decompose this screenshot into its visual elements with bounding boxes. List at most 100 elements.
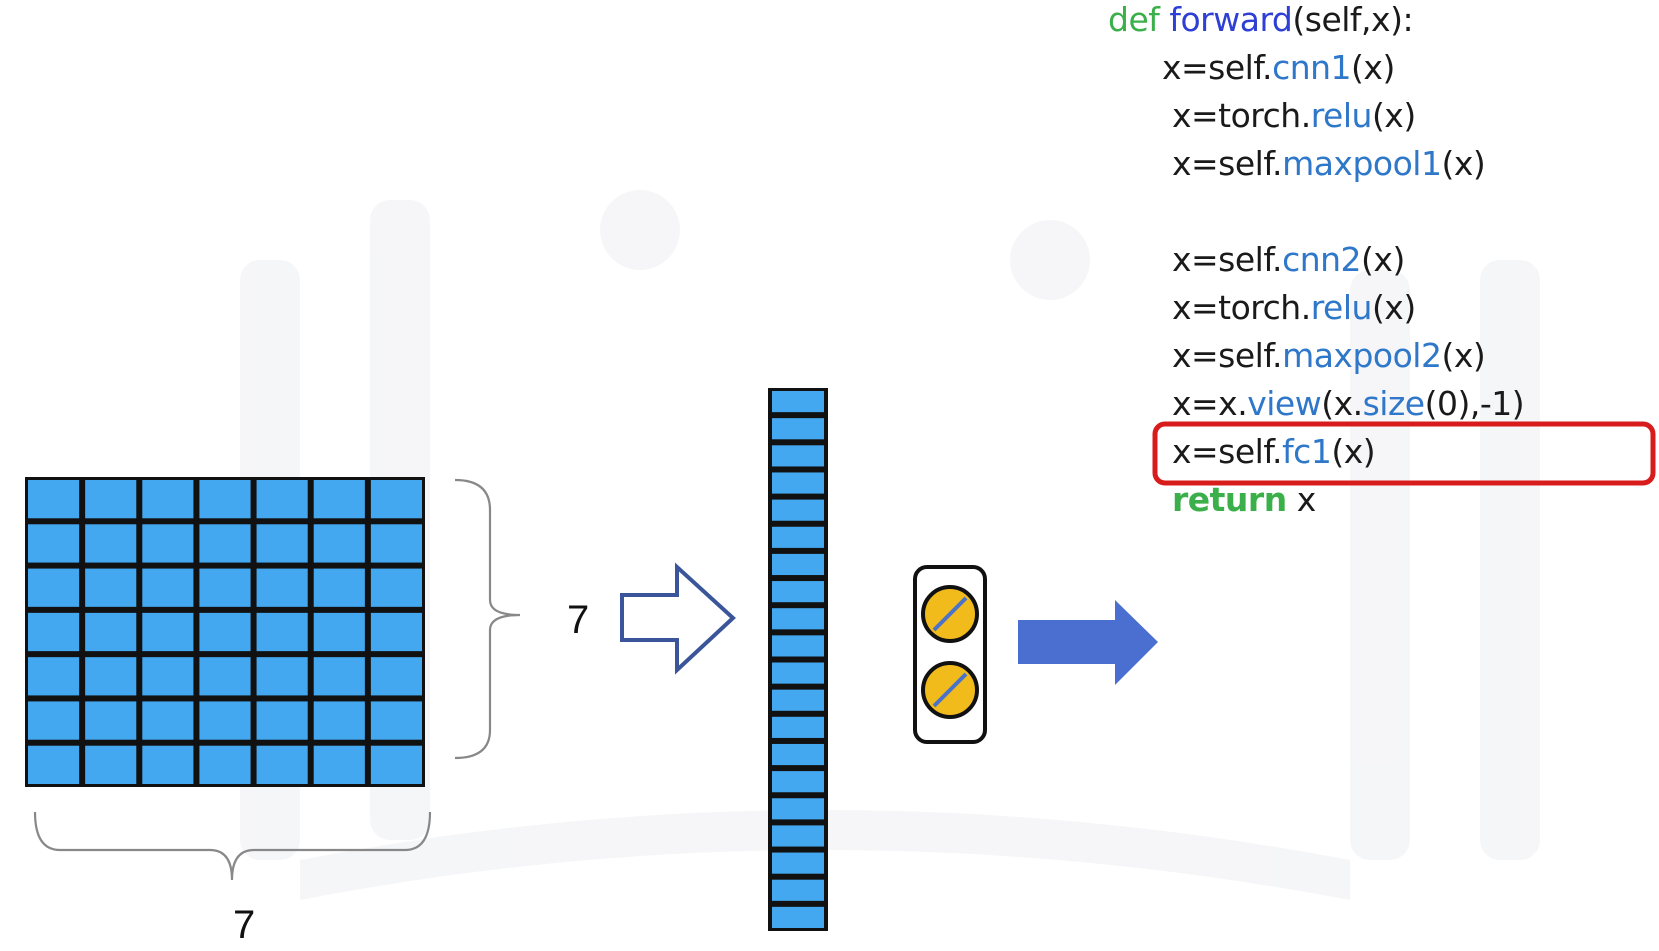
- vector-cell: [772, 635, 824, 657]
- code-token: x=self.: [1162, 48, 1273, 87]
- grid-cell: [85, 745, 137, 784]
- grid-cell: [85, 480, 137, 519]
- neuron-group: [913, 565, 987, 744]
- vector-cell: [772, 825, 824, 847]
- grid-cell: [313, 657, 365, 696]
- grid-cell: [199, 701, 251, 740]
- code-token: (x.: [1321, 384, 1363, 423]
- code-token: size: [1362, 384, 1426, 423]
- grid-cell: [256, 612, 308, 652]
- neuron-slash-icon: [932, 672, 968, 708]
- grid-width-brace: [33, 811, 432, 881]
- grid-cell: [256, 701, 308, 740]
- grid-cell: [313, 480, 365, 519]
- grid-cell: [313, 612, 365, 652]
- code-token: (x): [1331, 432, 1376, 471]
- grid-cell: [370, 657, 422, 696]
- vector-cell: [772, 852, 824, 874]
- code-line: def forward(self,x):: [1108, 0, 1414, 40]
- grid-cell: [313, 524, 365, 563]
- vector-cell: [772, 608, 824, 630]
- code-token: cnn1: [1272, 48, 1352, 87]
- grid-cell: [85, 612, 137, 652]
- code-token: x=self.: [1172, 144, 1283, 183]
- fc1-highlight-box: [1152, 421, 1656, 486]
- code-token: fc1: [1282, 432, 1332, 471]
- neuron-node: [921, 661, 979, 719]
- code-token: (0),-1): [1424, 384, 1525, 423]
- code-token: return: [1172, 480, 1287, 519]
- vector-cell: [772, 689, 824, 711]
- grid-cell: [370, 568, 422, 607]
- grid-cell: [256, 480, 308, 519]
- grid-cell: [370, 745, 422, 784]
- grid-cell: [142, 612, 194, 652]
- flattened-vector: [768, 388, 828, 931]
- vector-cell: [772, 771, 824, 793]
- code-token: view: [1247, 384, 1322, 423]
- code-token: x=self.: [1172, 240, 1283, 279]
- vector-cell: [772, 553, 824, 576]
- vector-frame: [768, 388, 828, 931]
- code-token: x=self.: [1172, 336, 1283, 375]
- vector-cell: [772, 526, 824, 548]
- grid-cell: [142, 568, 194, 607]
- grid-cell: [142, 657, 194, 696]
- code-token: (x): [1351, 48, 1395, 87]
- grid-cell: [313, 745, 365, 784]
- grid-cell: [28, 568, 80, 607]
- code-token: x=torch.: [1172, 288, 1311, 327]
- grid-cell: [28, 745, 80, 784]
- code-token: (x): [1371, 96, 1416, 135]
- code-token: forward: [1169, 0, 1293, 39]
- code-token: x=x.: [1172, 384, 1248, 423]
- grid-cell: [142, 480, 194, 519]
- grid-cell: [370, 480, 422, 519]
- flatten-arrow-icon: [620, 562, 736, 675]
- vector-cell: [772, 581, 824, 603]
- code-line: x=self.cnn1(x): [1162, 48, 1395, 88]
- code-token: (x): [1371, 288, 1416, 327]
- grid-cell: [199, 568, 251, 607]
- vector-cell: [772, 391, 824, 413]
- grid-cell: [199, 657, 251, 696]
- vector-cell: [772, 906, 824, 928]
- code-token: (x): [1441, 336, 1486, 375]
- code-token: (x): [1441, 144, 1486, 183]
- grid-cell: [256, 657, 308, 696]
- code-token: maxpool1: [1282, 144, 1442, 183]
- grid-cell: [313, 701, 365, 740]
- code-token: x=torch.: [1172, 96, 1311, 135]
- grid-cell: [142, 701, 194, 740]
- grid-cell: [28, 480, 80, 519]
- grid-cell: [28, 657, 80, 696]
- grid-cell: [199, 524, 251, 563]
- vector-cell: [772, 445, 824, 467]
- code-line: x=self.maxpool1(x): [1172, 144, 1486, 184]
- code-token: (x): [1361, 240, 1405, 279]
- code-line-highlighted: x=self.fc1(x): [1172, 432, 1376, 472]
- vector-cell: [772, 472, 824, 494]
- grid-cell: [199, 480, 251, 519]
- grid-cell: [85, 701, 137, 740]
- grid-cell: [85, 657, 137, 696]
- grid-cell: [370, 612, 422, 652]
- grid-cell: [28, 701, 80, 740]
- grid-cell: [28, 524, 80, 563]
- vector-cell: [772, 418, 824, 440]
- grid-cell: [142, 745, 194, 784]
- grid-cell: [85, 568, 137, 607]
- grid-height-label: 7: [567, 598, 590, 642]
- code-line: return x: [1172, 480, 1316, 520]
- grid-cell: [256, 568, 308, 607]
- code-line: x=self.maxpool2(x): [1172, 336, 1486, 376]
- code-line: x=torch.relu(x): [1172, 96, 1416, 136]
- grid-cell: [142, 524, 194, 563]
- grid-cell: [256, 524, 308, 563]
- grid-cell: [370, 701, 422, 740]
- vector-cell: [772, 879, 824, 901]
- neuron-node: [921, 585, 979, 643]
- neuron-slash-icon: [932, 596, 968, 632]
- vector-cell: [772, 499, 824, 521]
